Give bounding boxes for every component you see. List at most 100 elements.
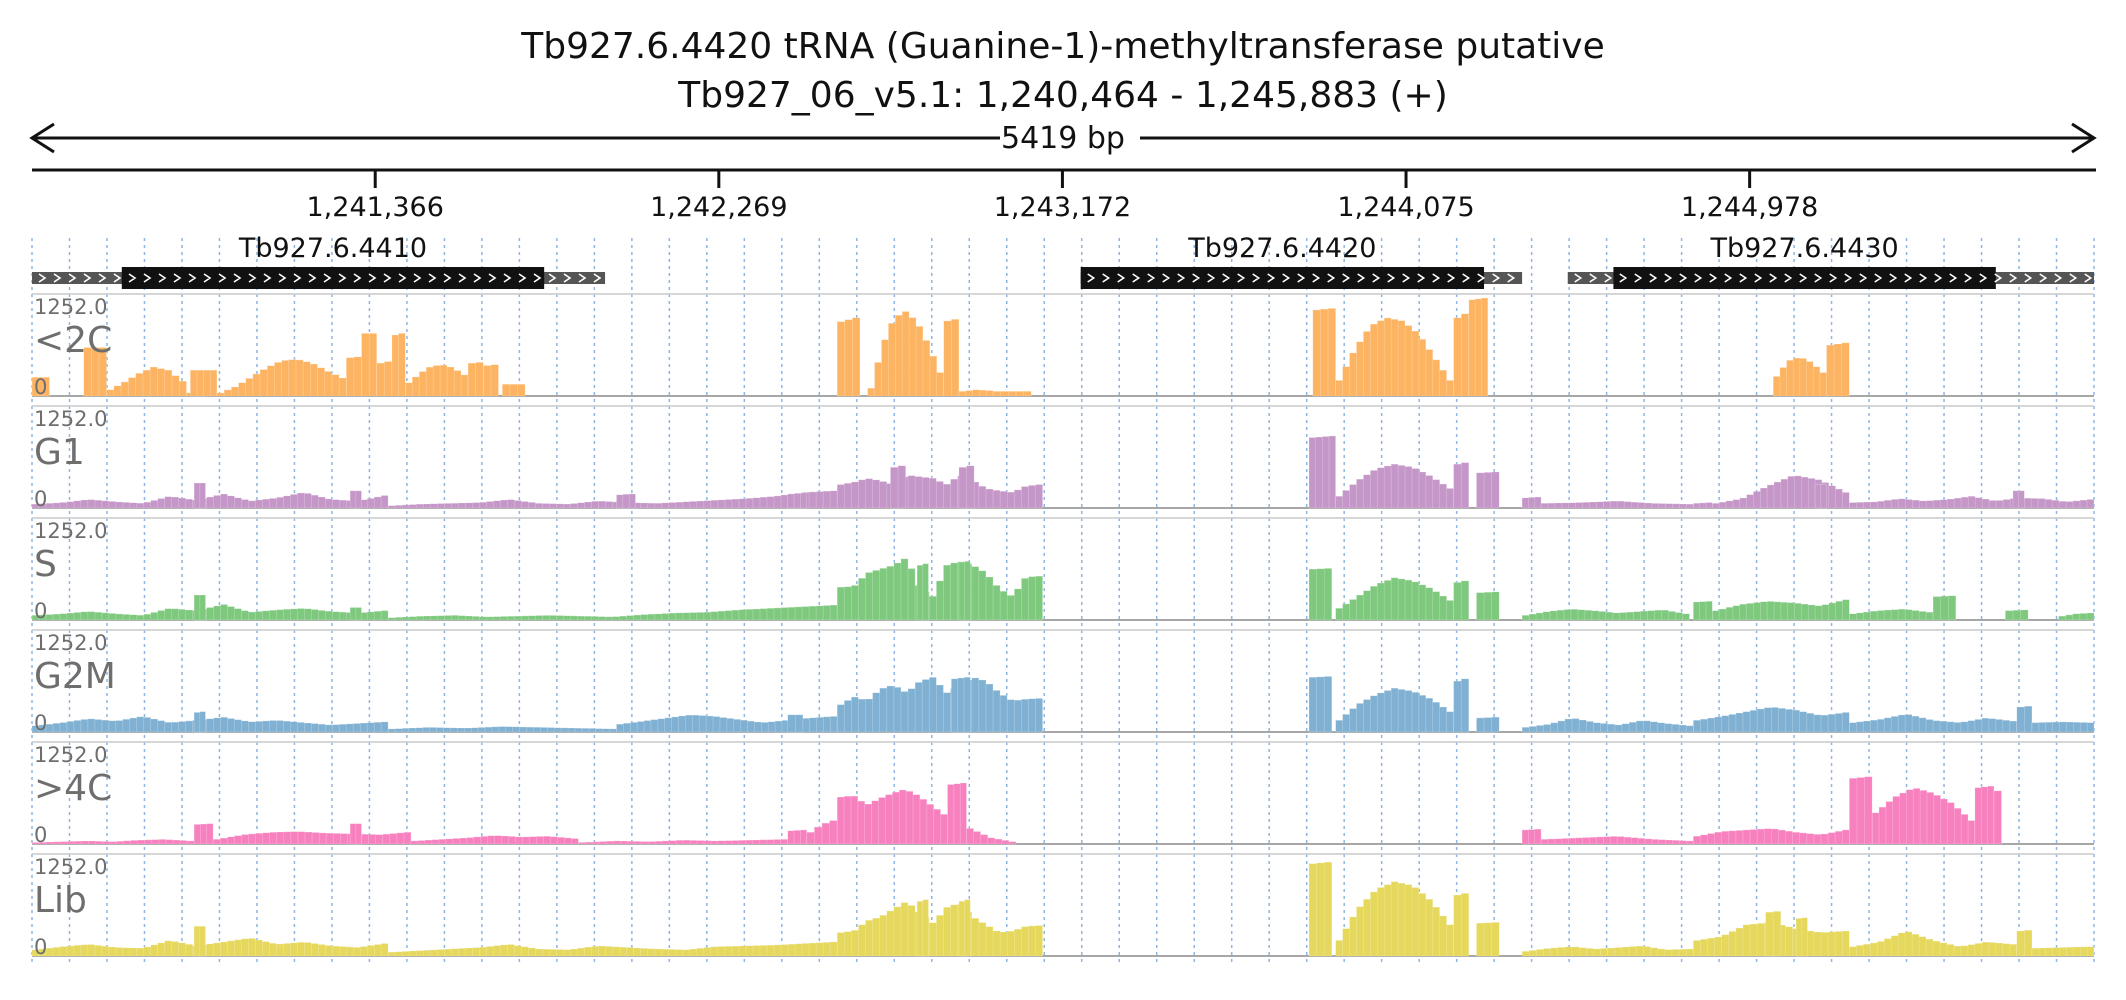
coverage-segment bbox=[1521, 828, 1542, 845]
coverage-segment bbox=[616, 714, 838, 733]
coverage-segment bbox=[867, 311, 945, 397]
coverage-segment bbox=[1308, 435, 1336, 509]
track-y-max-label: 1252.0 bbox=[34, 631, 107, 655]
coverage-segment bbox=[193, 711, 206, 733]
coverage-segment bbox=[836, 677, 1043, 733]
coverage-segment bbox=[836, 475, 1043, 509]
gene-label: Tb927.6.4430 bbox=[1710, 233, 1899, 264]
coverage-segment bbox=[616, 493, 636, 509]
coverage-segment bbox=[349, 607, 362, 621]
coverage-segment bbox=[1693, 828, 1850, 845]
coverage-segment bbox=[387, 604, 838, 621]
coverage-segment bbox=[106, 366, 187, 397]
gene-tb927-6-4410: Tb927.6.4410 bbox=[32, 233, 606, 289]
gene-cds bbox=[1080, 267, 1485, 289]
coverage-segment bbox=[361, 333, 378, 397]
coverage-segment bbox=[1871, 788, 1976, 845]
coverage-tracks: 1252.00<2C1252.00G11252.00S1252.00G2M125… bbox=[31, 293, 2095, 959]
coverage-segment bbox=[2031, 946, 2095, 957]
coverage-segment bbox=[1693, 600, 1713, 621]
coverage-segment bbox=[1335, 881, 1454, 957]
x-tick-label: 1,244,978 bbox=[1681, 192, 1818, 223]
coverage-segment bbox=[1312, 308, 1336, 397]
coverage-segment bbox=[1765, 911, 1782, 957]
track-y-max-label: 1252.0 bbox=[34, 407, 107, 431]
coverage-segment bbox=[1335, 687, 1454, 733]
track-y-min-label: 0 bbox=[34, 935, 47, 959]
coverage-segment bbox=[1308, 676, 1333, 733]
coverage-segment bbox=[947, 782, 967, 845]
coverage-segment bbox=[958, 560, 971, 621]
coverage-segment bbox=[958, 465, 975, 509]
gene-tb927-6-4420: Tb927.6.4420 bbox=[1080, 233, 1523, 289]
track-y-min-label: 0 bbox=[34, 487, 47, 511]
track-y-min-label: 0 bbox=[34, 711, 47, 735]
coverage-segment bbox=[1453, 893, 1470, 957]
coverage-segment bbox=[193, 925, 206, 957]
coverage-segment bbox=[1308, 568, 1333, 621]
track-name: >4C bbox=[34, 768, 112, 809]
coverage-segment bbox=[1772, 357, 1827, 397]
coverage-segment bbox=[1453, 678, 1470, 733]
coverage-segment bbox=[83, 347, 107, 397]
coverage-segment bbox=[1335, 463, 1454, 509]
strand-chevrons-icon bbox=[1574, 273, 2093, 283]
coverage-segment bbox=[346, 356, 362, 397]
coverage-segment bbox=[216, 359, 347, 397]
track-name: G2M bbox=[34, 656, 116, 697]
x-tick-label: 1,242,269 bbox=[650, 192, 787, 223]
coverage-segment bbox=[951, 676, 971, 733]
coverage-segment bbox=[2031, 721, 2095, 733]
coverage-segment bbox=[2016, 929, 2033, 957]
coverage-segment bbox=[1693, 707, 1850, 733]
coverage-segment bbox=[1540, 836, 1694, 845]
coverage-segment bbox=[787, 829, 808, 845]
x-axis-ticks: 1,241,366 1,242,269 1,243,172 1,244,075 1,24… bbox=[307, 170, 1818, 223]
coverage-segment bbox=[1521, 945, 1694, 957]
coverage-segment bbox=[1712, 475, 1850, 509]
coverage-segment bbox=[916, 563, 929, 621]
coverage-segment bbox=[482, 364, 499, 397]
coverage-segment bbox=[1814, 484, 1827, 509]
coverage-segment bbox=[376, 361, 393, 397]
coverage-segment bbox=[31, 492, 389, 509]
track-s: 1252.0 0 S bbox=[31, 517, 2095, 623]
coverage-segment bbox=[31, 604, 389, 621]
coverage-segment bbox=[31, 376, 50, 397]
span-arrow-right-icon bbox=[2071, 122, 2097, 154]
coverage-segment bbox=[1335, 317, 1454, 397]
coverage-segment bbox=[836, 317, 861, 397]
track-4c: 1252.0 0 >4C bbox=[31, 741, 2094, 847]
strand-chevrons-icon bbox=[38, 273, 602, 283]
coverage-segment bbox=[958, 389, 994, 397]
coverage-segment bbox=[2005, 609, 2029, 621]
coverage-segment bbox=[387, 490, 838, 509]
coverage-segment bbox=[349, 490, 362, 509]
coverage-segment bbox=[1826, 342, 1850, 397]
coverage-segment bbox=[1453, 313, 1470, 397]
track-name: <2C bbox=[34, 320, 112, 361]
x-tick-label: 1,243,172 bbox=[994, 192, 1131, 223]
coverage-segment bbox=[1993, 790, 2002, 845]
chart-title: Tb927.6.4420 tRNA (Guanine-1)-methyltran… bbox=[520, 26, 1605, 67]
coverage-segment bbox=[992, 391, 1032, 397]
coverage-segment bbox=[836, 902, 1043, 957]
coverage-segment bbox=[2012, 490, 2025, 509]
track-y-max-label: 1252.0 bbox=[34, 295, 107, 319]
x-tick-label: 1,241,366 bbox=[307, 192, 444, 223]
track-name: Lib bbox=[34, 880, 87, 921]
coverage-segment bbox=[404, 364, 469, 397]
coverage-segment bbox=[1712, 599, 1850, 621]
track-g1: 1252.0 0 G1 bbox=[31, 405, 2095, 511]
coverage-segment bbox=[1521, 718, 1694, 733]
coverage-segment bbox=[193, 823, 214, 845]
track-y-min-label: 0 bbox=[34, 599, 47, 623]
track-lib: 1252.0 0 Lib bbox=[31, 853, 2095, 959]
coverage-segment bbox=[1795, 917, 1808, 957]
coverage-segment bbox=[1849, 931, 2018, 957]
coverage-segment bbox=[1849, 495, 2095, 509]
gene-label: Tb927.6.4420 bbox=[1187, 233, 1376, 264]
coverage-segment bbox=[2016, 705, 2033, 733]
coverage-segment bbox=[1932, 595, 1957, 621]
